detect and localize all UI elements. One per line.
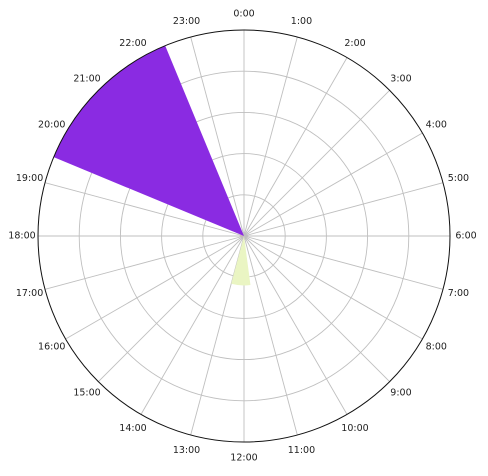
angular-gridline [243,235,348,415]
angular-tick-label: 18:00 [8,231,35,242]
angular-gridline [44,235,245,290]
angular-gridline [243,36,298,237]
angular-gridline [243,57,348,237]
angular-gridline [190,36,245,237]
angular-tick-label: 2:00 [344,38,365,49]
angular-tick-label: 22:00 [119,38,146,49]
angular-tick-label: 4:00 [426,120,447,131]
outer-ring-layer [37,29,451,443]
angular-gridline [98,235,245,382]
angular-gridline [243,90,390,237]
angular-gridline [243,235,298,436]
angular-tick-label: 12:00 [230,453,257,464]
tick-labels-layer: 0:00 1:00 2:00 3:00 4:00 5:00 6:00 7:00 8:00 9:00… [8,9,476,464]
angular-tick-label: 15:00 [73,387,100,398]
angular-tick-label: 6:00 [455,231,476,242]
angular-tick-label: 3:00 [390,74,411,85]
angular-tick-label: 21:00 [73,74,100,85]
outer-ring [37,29,451,443]
bars-layer [53,45,251,286]
angular-gridline [243,182,444,237]
angular-gridline [44,182,245,237]
angular-tick-label: 19:00 [16,173,43,184]
angular-gridline [65,235,245,340]
angular-gridline [140,235,245,415]
angular-tick-label: 10:00 [341,423,368,434]
angular-gridline [243,132,423,237]
angular-tick-label: 0:00 [233,9,254,20]
angular-tick-label: 13:00 [173,445,200,456]
bar-wedge [53,45,245,237]
angular-tick-label: 1:00 [291,16,312,27]
angular-gridline [243,235,444,290]
angular-tick-label: 14:00 [119,423,146,434]
angular-tick-label: 11:00 [288,445,315,456]
angular-gridline [243,235,390,382]
angular-tick-label: 8:00 [426,342,447,353]
angular-tick-label: 7:00 [448,288,469,299]
bar-wedge [231,236,251,286]
angular-gridline [243,235,423,340]
angular-tick-label: 5:00 [448,173,469,184]
angular-tick-label: 16:00 [38,342,65,353]
angular-tick-label: 9:00 [390,387,411,398]
angular-tick-label: 20:00 [38,120,65,131]
angular-tick-label: 23:00 [173,16,200,27]
angular-tick-label: 17:00 [16,288,43,299]
